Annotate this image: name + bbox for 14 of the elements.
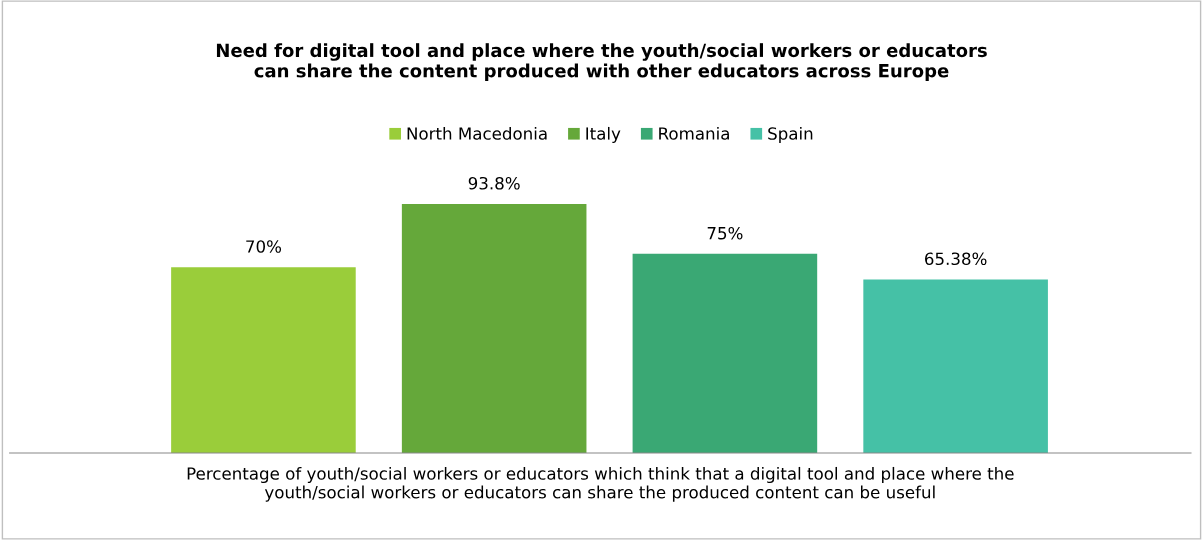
data-label: 75% — [707, 226, 743, 240]
data-label: 93.8% — [468, 176, 520, 190]
data-label: 65.38% — [925, 252, 987, 266]
bar — [632, 253, 818, 454]
data-label: 70% — [246, 240, 282, 253]
legend-label: Italy — [586, 126, 621, 144]
chart-title: Need for digital tool and place where the youth/social workers or educators can share the content produced with other educators across Europe — [216, 43, 987, 82]
bar — [863, 279, 1048, 454]
x-axis-title: Percentage of youth/social workers or educators which think that a digital tool and place where the youth/social workers or educators can share the produced content can be useful — [187, 466, 1014, 502]
bar — [171, 267, 356, 454]
bar — [401, 203, 587, 454]
legend-label: Romania — [659, 126, 729, 140]
legend-label: North Macedonia — [407, 126, 547, 140]
legend-label: Spain — [768, 126, 813, 144]
